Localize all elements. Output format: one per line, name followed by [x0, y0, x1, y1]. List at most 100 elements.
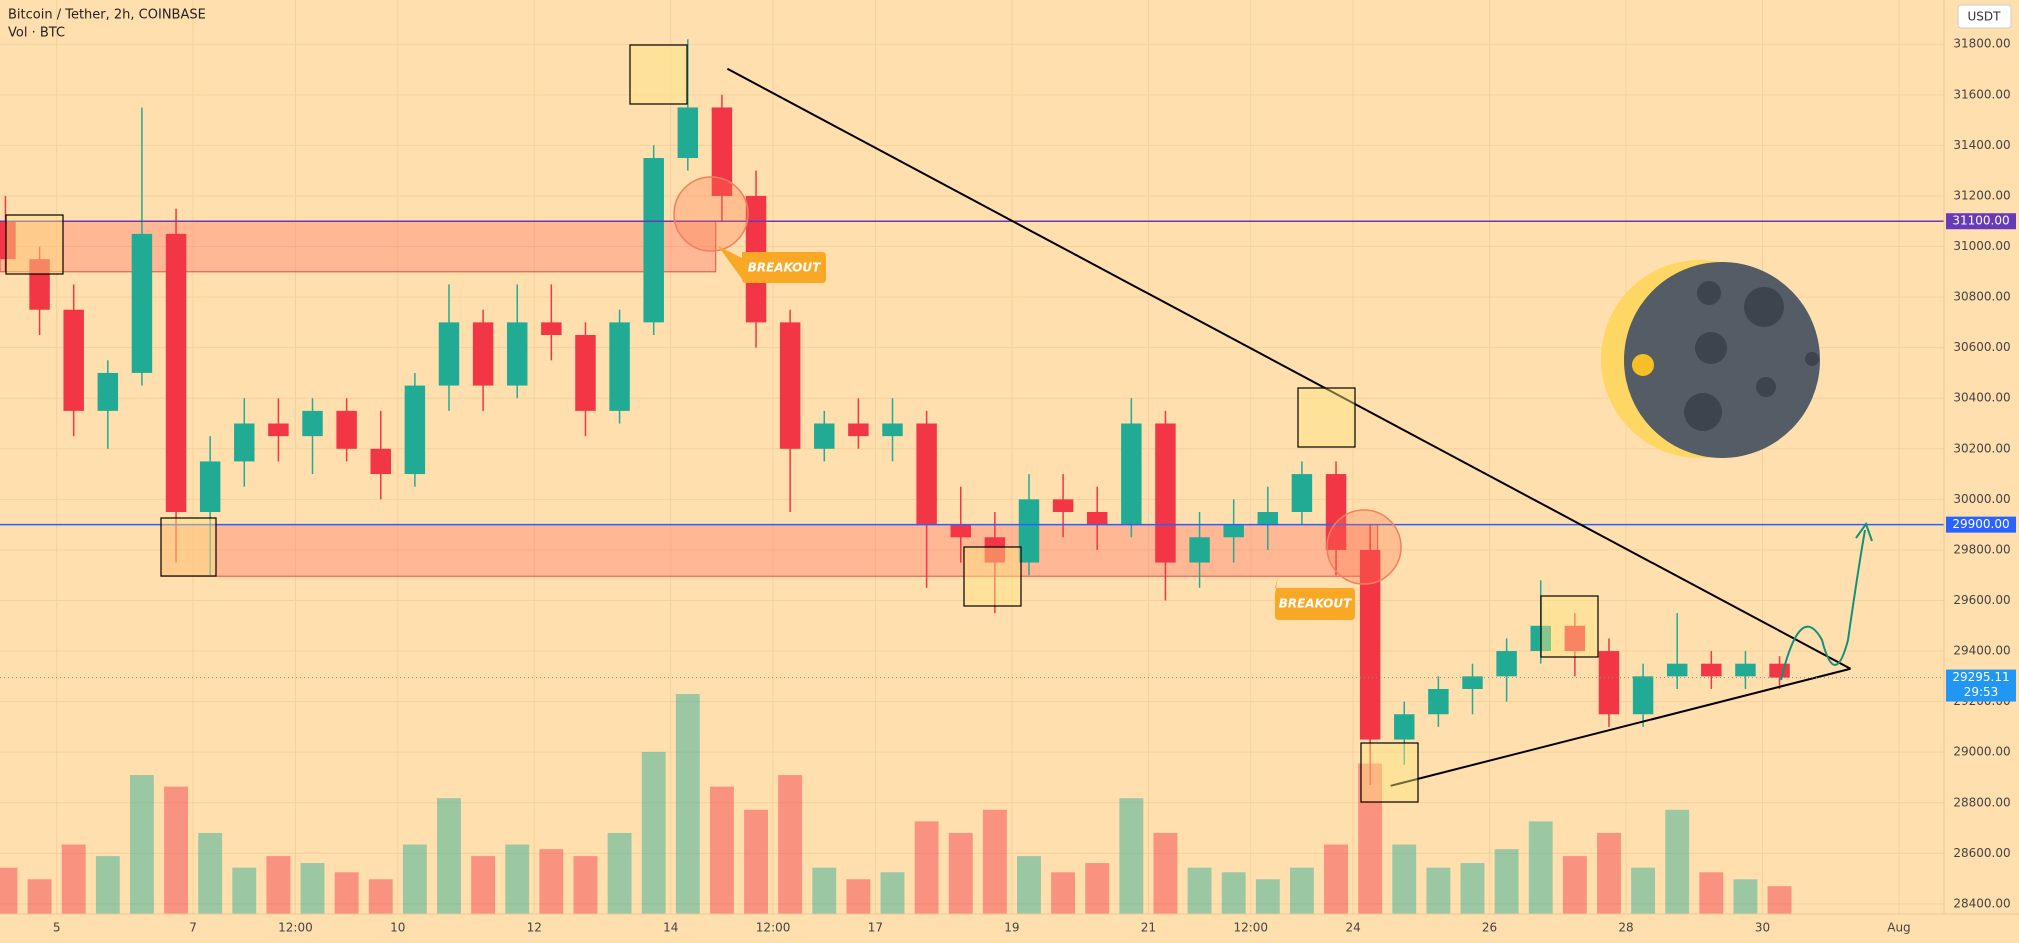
candles	[0, 39, 1790, 786]
x-tick-label: 12:00	[278, 921, 313, 935]
x-tick-label: 14	[663, 921, 678, 935]
candle-body	[370, 448, 391, 475]
volume-bar	[1494, 849, 1519, 914]
x-tick-label: 5	[53, 921, 61, 935]
box	[963, 546, 1022, 607]
box	[629, 44, 688, 105]
x-tick-label: 21	[1141, 921, 1156, 935]
x-tick-label: 7	[189, 921, 197, 935]
overlays	[0, 67, 1944, 787]
candle-body	[1018, 499, 1040, 563]
y-tick-label: 28400.00	[1953, 896, 2010, 910]
candle-body	[609, 322, 630, 411]
countdown: 29:53	[1964, 685, 1999, 699]
volume-bar	[1085, 863, 1110, 914]
candle-body	[1257, 511, 1279, 525]
volume-bar	[27, 879, 52, 914]
volume-bar	[709, 786, 734, 914]
candle-body	[268, 423, 289, 437]
moon-dark	[1624, 262, 1820, 458]
highlight-boxes	[5, 44, 1599, 803]
crater	[1744, 287, 1784, 327]
volume-bar	[880, 872, 905, 914]
moon-icon	[1601, 260, 1820, 458]
volume-bar	[198, 832, 223, 914]
volume-bar	[744, 809, 768, 914]
volume-bar	[129, 775, 154, 914]
volume-bar	[437, 798, 461, 914]
candle-body	[1632, 676, 1654, 715]
volume-bar	[1221, 872, 1246, 914]
projection-arrow	[1780, 529, 1866, 681]
volume-label: Vol · BTC	[8, 26, 65, 41]
candle-body	[1052, 499, 1074, 512]
candle-body	[1394, 714, 1415, 740]
candle-body	[63, 309, 84, 411]
volume-bar	[1255, 879, 1280, 914]
candle-body	[199, 461, 221, 512]
trend-line	[1390, 667, 1851, 787]
candle-body	[438, 322, 460, 386]
box	[1540, 595, 1599, 658]
y-tick-label: 31600.00	[1953, 87, 2010, 101]
candle-body	[472, 322, 494, 386]
volume-bar	[1528, 821, 1553, 914]
box	[1360, 742, 1419, 803]
x-tick-label: 12	[527, 921, 542, 935]
volume-bar	[1187, 867, 1212, 914]
crater	[1805, 352, 1819, 366]
candle-body	[1735, 663, 1756, 677]
crater	[1695, 332, 1727, 364]
volume-bar	[1392, 844, 1417, 914]
box	[1297, 387, 1356, 448]
candle-body	[234, 423, 255, 462]
x-tick-label: Aug	[1887, 921, 1910, 935]
volume-bar	[0, 867, 18, 914]
candle-body	[916, 423, 937, 525]
candle-body	[506, 322, 528, 386]
volume-bar	[1699, 872, 1724, 914]
y-tick-label: 30600.00	[1953, 340, 2010, 354]
candle-body	[779, 322, 801, 449]
level-label: 31100.00	[1952, 214, 2009, 228]
candle-body	[984, 537, 1006, 563]
candle-body	[1428, 688, 1449, 715]
level-tag	[1946, 516, 2016, 533]
candle-body	[97, 372, 119, 411]
candle-body	[336, 410, 357, 449]
annotation: BREAKOUT	[748, 261, 821, 275]
y-tick-label: 28800.00	[1953, 795, 2010, 809]
x-tick-label: 19	[1004, 921, 1019, 935]
candle-body	[1564, 625, 1586, 652]
x-tick-label: 30	[1755, 921, 1770, 935]
y-tick-label: 29000.00	[1953, 745, 2010, 759]
volume-bar	[1051, 872, 1076, 914]
volume-bar	[1289, 867, 1314, 914]
candle-body	[1086, 511, 1108, 525]
breakout-circle	[1326, 509, 1402, 585]
volume-bar	[982, 809, 1007, 914]
currency-label[interactable]: USDT	[1968, 10, 2002, 24]
zone	[0, 220, 717, 273]
grid	[0, 0, 1944, 914]
volume-bar	[1358, 763, 1383, 914]
candle-body	[1769, 663, 1790, 678]
volume-bar	[505, 844, 530, 914]
y-tick-label: 29400.00	[1953, 644, 2010, 658]
currency-button[interactable]	[1957, 4, 2012, 29]
crater	[1632, 354, 1654, 376]
volume-bar	[1460, 863, 1485, 914]
candle-body	[677, 107, 699, 159]
x-tick-label: 12:00	[756, 921, 791, 935]
volume-bar	[1733, 879, 1758, 914]
candle-body	[1189, 537, 1210, 563]
candle-body	[1496, 651, 1517, 677]
volume-bar	[675, 694, 700, 914]
y-tick-label: 30400.00	[1953, 391, 2010, 405]
candle-body	[1598, 651, 1620, 715]
volume-bar	[607, 832, 632, 914]
volume-bar	[164, 786, 188, 914]
x-tick-label: 12:00	[1233, 921, 1268, 935]
arrow-head	[1855, 521, 1873, 542]
